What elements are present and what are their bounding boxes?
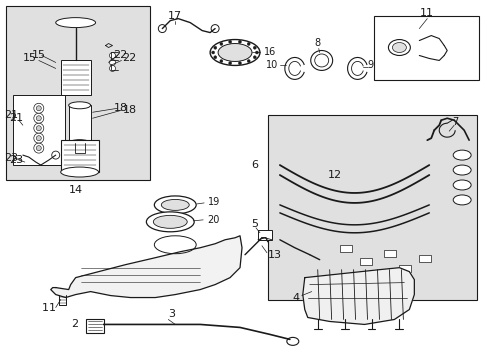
Text: 7: 7 xyxy=(451,117,458,127)
Text: 15: 15 xyxy=(32,50,46,60)
Bar xyxy=(359,258,371,265)
Circle shape xyxy=(34,103,44,113)
Bar xyxy=(399,265,410,272)
Text: 1: 1 xyxy=(49,302,56,312)
Text: 5: 5 xyxy=(251,219,258,229)
Ellipse shape xyxy=(452,165,470,175)
Ellipse shape xyxy=(310,50,332,71)
Bar xyxy=(267,115,476,300)
Bar xyxy=(61,60,90,95)
Bar xyxy=(258,230,271,240)
Circle shape xyxy=(228,62,231,65)
Circle shape xyxy=(228,40,231,43)
Circle shape xyxy=(34,133,44,143)
Ellipse shape xyxy=(210,40,260,66)
Ellipse shape xyxy=(392,42,406,53)
Text: 10: 10 xyxy=(265,60,277,71)
Text: 3: 3 xyxy=(168,310,175,319)
Bar xyxy=(13,95,64,165)
Text: 21: 21 xyxy=(4,110,18,120)
Text: 22: 22 xyxy=(122,54,137,63)
Circle shape xyxy=(36,116,41,121)
Circle shape xyxy=(34,123,44,133)
Circle shape xyxy=(211,51,214,54)
Bar xyxy=(6,6,150,180)
Circle shape xyxy=(109,66,115,71)
Text: 2: 2 xyxy=(71,319,79,329)
Ellipse shape xyxy=(154,236,196,254)
Text: 23: 23 xyxy=(4,153,18,163)
Ellipse shape xyxy=(68,102,90,109)
Text: 1: 1 xyxy=(41,302,49,312)
Ellipse shape xyxy=(161,199,189,210)
Text: 8: 8 xyxy=(314,37,320,48)
Text: 6: 6 xyxy=(250,160,258,170)
Ellipse shape xyxy=(68,140,90,147)
Ellipse shape xyxy=(218,44,251,62)
Ellipse shape xyxy=(154,196,196,214)
Circle shape xyxy=(213,56,216,59)
Ellipse shape xyxy=(56,18,95,28)
Ellipse shape xyxy=(61,167,99,177)
Circle shape xyxy=(220,42,223,45)
Ellipse shape xyxy=(452,150,470,160)
Text: 18: 18 xyxy=(122,105,136,115)
Circle shape xyxy=(158,24,166,32)
Text: 21: 21 xyxy=(9,113,23,123)
Text: 23: 23 xyxy=(9,155,23,165)
Circle shape xyxy=(36,126,41,131)
Circle shape xyxy=(253,56,256,59)
Circle shape xyxy=(109,53,115,58)
Ellipse shape xyxy=(452,180,470,190)
Bar xyxy=(339,245,351,252)
Text: 16: 16 xyxy=(264,48,276,58)
Circle shape xyxy=(109,59,115,66)
Text: 15: 15 xyxy=(23,54,37,63)
Ellipse shape xyxy=(314,54,328,67)
Circle shape xyxy=(213,46,216,49)
Ellipse shape xyxy=(286,337,298,345)
Text: 12: 12 xyxy=(327,170,341,180)
Text: 14: 14 xyxy=(68,185,82,195)
Bar xyxy=(85,319,103,333)
Circle shape xyxy=(36,146,41,150)
Ellipse shape xyxy=(387,40,409,55)
Bar xyxy=(61,140,99,172)
Circle shape xyxy=(255,51,258,54)
Bar xyxy=(419,255,430,262)
Circle shape xyxy=(34,143,44,153)
Text: 22: 22 xyxy=(113,50,127,60)
Ellipse shape xyxy=(452,195,470,205)
Bar xyxy=(384,250,396,257)
Circle shape xyxy=(238,62,241,65)
Circle shape xyxy=(36,136,41,141)
Text: 17: 17 xyxy=(168,11,182,21)
Polygon shape xyxy=(302,268,413,324)
Circle shape xyxy=(34,113,44,123)
Ellipse shape xyxy=(146,212,194,232)
Circle shape xyxy=(52,151,60,159)
Circle shape xyxy=(220,59,223,63)
Circle shape xyxy=(36,106,41,111)
Polygon shape xyxy=(51,236,242,298)
Text: 4: 4 xyxy=(292,293,299,302)
Text: 19: 19 xyxy=(208,197,220,207)
Text: 20: 20 xyxy=(207,215,219,225)
Circle shape xyxy=(238,40,241,43)
Circle shape xyxy=(247,59,250,63)
Text: 9: 9 xyxy=(367,60,373,71)
Ellipse shape xyxy=(153,215,187,228)
Circle shape xyxy=(211,24,219,32)
Text: 13: 13 xyxy=(267,250,282,260)
Circle shape xyxy=(253,46,256,49)
Bar xyxy=(68,105,90,143)
Bar xyxy=(374,15,478,80)
Text: 18: 18 xyxy=(113,103,127,113)
Text: 11: 11 xyxy=(419,8,433,18)
Circle shape xyxy=(247,42,250,45)
